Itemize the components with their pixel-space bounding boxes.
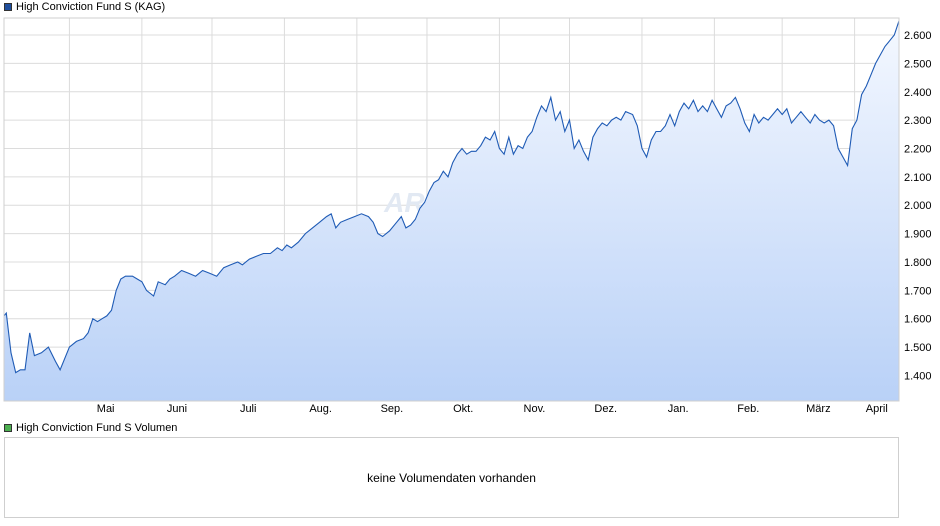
plot-border [3,17,900,402]
x-tick-label: Okt. [453,403,473,415]
legend-volume-series: High Conviction Fund S Volumen [4,422,177,434]
x-tick-label: Nov. [524,403,546,415]
volume-panel: keine Volumendaten vorhanden [4,437,899,518]
y-tick-label: 2.500 [904,58,932,70]
x-tick-label: Dez. [594,403,617,415]
x-tick-label: März [806,403,830,415]
legend-main-label: High Conviction Fund S (KAG) [16,1,166,13]
y-tick-label: 1.700 [904,285,932,297]
y-tick-label: 1.600 [904,314,932,326]
legend-main-series: High Conviction Fund S (KAG) [4,1,165,13]
x-axis-ticks: Mai Juni Juli Aug. Sep. Okt. Nov. Dez. Jan. Feb. M… [97,403,888,415]
y-tick-label: 1.500 [904,342,932,354]
y-tick-label: 2.000 [904,200,932,212]
price-line [3,20,900,374]
x-tick-label: Aug. [309,403,332,415]
y-tick-label: 1.400 [904,370,932,382]
y-tick-label: 2.600 [904,30,932,42]
y-tick-label: 1.900 [904,229,932,241]
y-tick-label: 1.800 [904,257,932,269]
price-chart: ARIVA.DE 1.4001.5001.6001.7001.8001.9002… [3,17,932,415]
price-area [4,20,899,402]
x-tick-label: Juni [167,403,187,415]
x-tick-label: Mai [97,403,115,415]
y-tick-label: 2.300 [904,115,932,127]
x-tick-label: Sep. [381,403,404,415]
volume-empty-message: keine Volumendaten vorhanden [367,471,536,485]
x-tick-label: Feb. [737,403,759,415]
y-tick-label: 2.200 [904,144,932,156]
legend-volume-swatch [4,424,12,432]
x-tick-label: Jan. [668,403,689,415]
y-tick-label: 2.100 [904,172,932,184]
legend-main-swatch [4,3,12,11]
x-tick-label: April [866,403,888,415]
y-axis-ticks: 1.400 1.500 1.600 1.700 1.800 1.900 2.000 2.100… [904,30,932,382]
x-tick-label: Juli [240,403,257,415]
legend-volume-label: High Conviction Fund S Volumen [16,422,178,434]
y-tick-label: 2.400 [904,87,932,99]
